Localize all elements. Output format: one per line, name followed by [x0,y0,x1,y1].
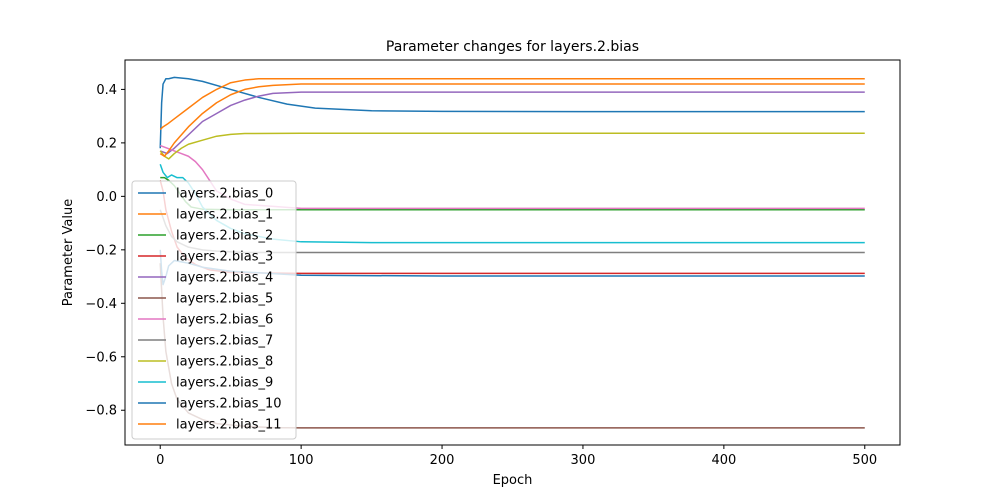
legend-label-6: layers.2.bias_6 [176,313,273,328]
legend-label-2: layers.2.bias_2 [176,229,273,244]
series-line-0 [159,76,865,149]
y-tick-label: −0.6 [85,350,117,365]
legend-label-8: layers.2.bias_8 [176,355,273,370]
y-tick-label: −0.4 [85,297,117,312]
legend-label-11: layers.2.bias_11 [176,418,282,433]
axis-ticks: 0 100 200 300 400 500 −0.8 −0.6 −0.4 −0.2 0.0 0.2 0.… [85,83,877,468]
series-line-1 [159,77,865,131]
series-line-11 [159,83,865,157]
x-tick-label: 200 [430,453,455,468]
legend-label-0: layers.2.bias_0 [176,187,273,202]
series-line-8 [159,132,865,160]
series-line-4 [159,91,865,155]
plot-frame [124,59,901,446]
legend-label-3: layers.2.bias_3 [176,250,273,265]
legend: layers.2.bias_0 layers.2.bias_1 layers.2.b… [131,180,297,440]
x-tick-label: 100 [289,453,314,468]
x-tick-label: 400 [711,453,736,468]
y-tick-label: 0.4 [96,83,117,98]
x-tick-label: 300 [571,453,596,468]
legend-label-9: layers.2.bias_9 [176,376,273,391]
x-tick-label: 500 [852,453,877,468]
y-tick-label: 0.2 [96,136,117,151]
legend-label-4: layers.2.bias_4 [176,271,273,286]
y-tick-label: 0.0 [96,190,117,205]
legend-label-7: layers.2.bias_7 [176,334,273,349]
legend-box [131,180,297,440]
legend-label-1: layers.2.bias_1 [176,208,273,223]
x-axis-label: Epoch [493,473,533,488]
y-tick-label: −0.8 [85,404,117,419]
legend-label-5: layers.2.bias_5 [176,292,273,307]
y-tick-label: −0.2 [85,243,117,258]
x-tick-label: 0 [156,453,164,468]
legend-label-10: layers.2.bias_10 [176,397,282,412]
chart-title: Parameter changes for layers.2.bias [386,39,639,55]
y-axis-label: Parameter Value [61,199,76,306]
